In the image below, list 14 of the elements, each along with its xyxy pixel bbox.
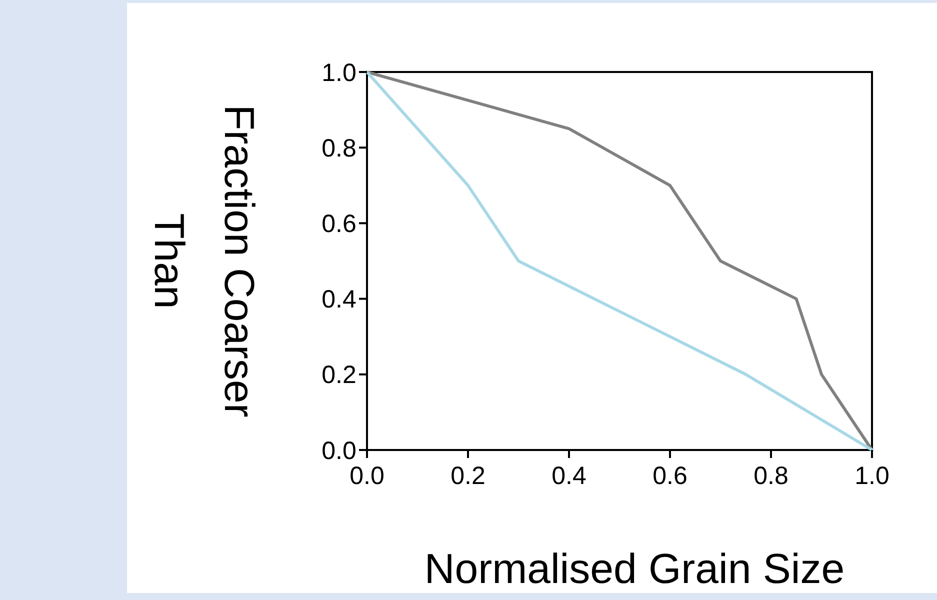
- y-tick-label: 0.0: [322, 436, 356, 465]
- x-tick-label: 0.4: [552, 462, 586, 490]
- x-tick-label: 0.2: [450, 462, 486, 490]
- y-tick-label: 0.8: [322, 134, 356, 162]
- y-tick-label: 1.0: [322, 58, 356, 87]
- x-tick-label: 0.8: [754, 462, 788, 490]
- y-tick-label: 0.2: [322, 361, 356, 390]
- x-axis-title: Normalised Grain Size: [424, 545, 845, 592]
- y-tick-label: 0.4: [322, 286, 356, 314]
- y-axis-title: Fraction Coarser Than: [146, 104, 263, 418]
- x-tick-label: 1.0: [854, 462, 890, 490]
- y-tick-label: 0.6: [322, 210, 356, 238]
- x-tick-label: 0.6: [652, 462, 688, 490]
- x-tick-label: 0.0: [350, 462, 384, 490]
